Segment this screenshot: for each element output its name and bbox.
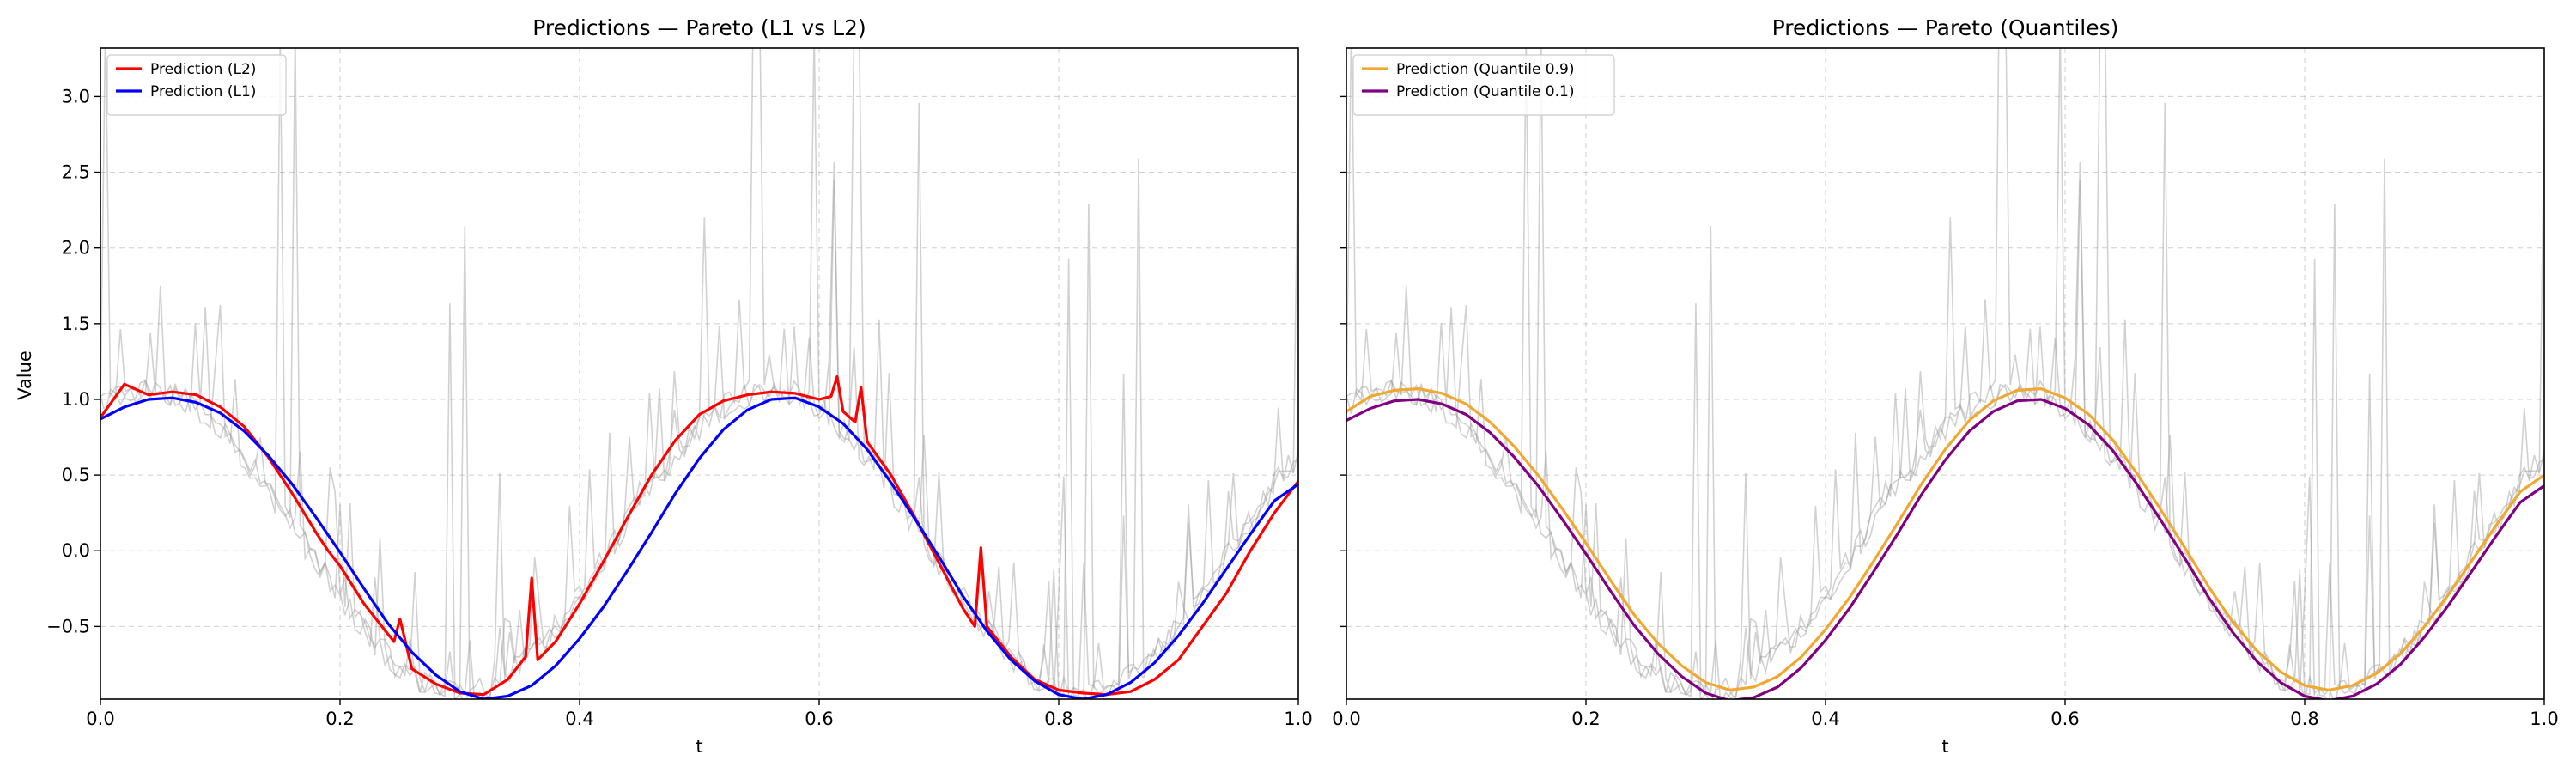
raw-observation-trace xyxy=(100,48,1298,699)
raw-observations xyxy=(1346,48,2544,699)
legend: Prediction (Quantile 0.9) Prediction (Qua… xyxy=(1352,54,1615,116)
x-tick-label: 0.4 xyxy=(565,709,593,729)
raw-observation-trace xyxy=(1346,48,2544,699)
x-axis-label: t xyxy=(1941,736,1948,757)
y-tick-label: 3.0 xyxy=(62,86,90,107)
right-panel: 0.0 0.2 0.4 0.6 0.8 1.0 Predictions — Pareto (… xyxy=(1332,15,2558,757)
series-line-2 xyxy=(100,396,1298,699)
left-panel: 0.0 0.2 0.4 0.6 0.8 1.0 −0.5 0.0 0.5 1.0 1.5 2.0 2.5… xyxy=(46,15,1313,757)
x-tick-label: 0.4 xyxy=(1811,709,1839,729)
y-tick-label: 1.5 xyxy=(62,313,90,334)
legend-entry: Prediction (L2) xyxy=(150,61,256,78)
y-tick-label: 0.5 xyxy=(62,465,90,485)
legend-entry: Prediction (Quantile 0.1) xyxy=(1396,83,1574,100)
series-line-1 xyxy=(1346,387,2544,691)
x-tick-label: 1.0 xyxy=(2530,709,2558,729)
x-tick-label: 0.0 xyxy=(86,709,114,729)
axes-frame xyxy=(1346,47,2545,700)
x-tick-label: 0.0 xyxy=(1332,709,1360,729)
x-tick-label: 1.0 xyxy=(1284,709,1312,729)
y-tick-label: 2.5 xyxy=(62,162,90,183)
series-line-1 xyxy=(100,374,1298,697)
x-tick-label: 0.2 xyxy=(325,709,354,729)
y-tick-label: 2.0 xyxy=(62,238,90,259)
legend: Prediction (L2) Prediction (L1) xyxy=(106,54,287,116)
axes-frame xyxy=(100,47,1299,700)
legend-entry: Prediction (L1) xyxy=(150,83,256,100)
x-tick-label: 0.6 xyxy=(2050,709,2079,729)
y-tick-label: 0.0 xyxy=(62,540,90,561)
raw-observation-trace xyxy=(1346,48,2544,699)
x-tick-label: 0.6 xyxy=(805,709,833,729)
chart-title: Predictions — Pareto (Quantiles) xyxy=(1772,15,2119,40)
x-tick-label: 0.2 xyxy=(1571,709,1600,729)
x-axis-label: t xyxy=(696,736,702,757)
legend-box xyxy=(106,54,287,116)
x-tick-label: 0.8 xyxy=(2290,709,2318,729)
chart-title: Predictions — Pareto (L1 vs L2) xyxy=(532,15,866,40)
legend-box xyxy=(1352,54,1615,116)
raw-observation-trace xyxy=(100,48,1298,699)
series-line-2 xyxy=(1346,398,2544,699)
raw-observation-trace xyxy=(1346,48,2544,699)
legend-entry: Prediction (Quantile 0.9) xyxy=(1396,61,1574,78)
y-tick-label: −0.5 xyxy=(46,616,90,636)
x-tick-label: 0.8 xyxy=(1044,709,1072,729)
y-axis-label: Value xyxy=(15,350,35,400)
y-tick-label: 1.0 xyxy=(62,389,90,410)
